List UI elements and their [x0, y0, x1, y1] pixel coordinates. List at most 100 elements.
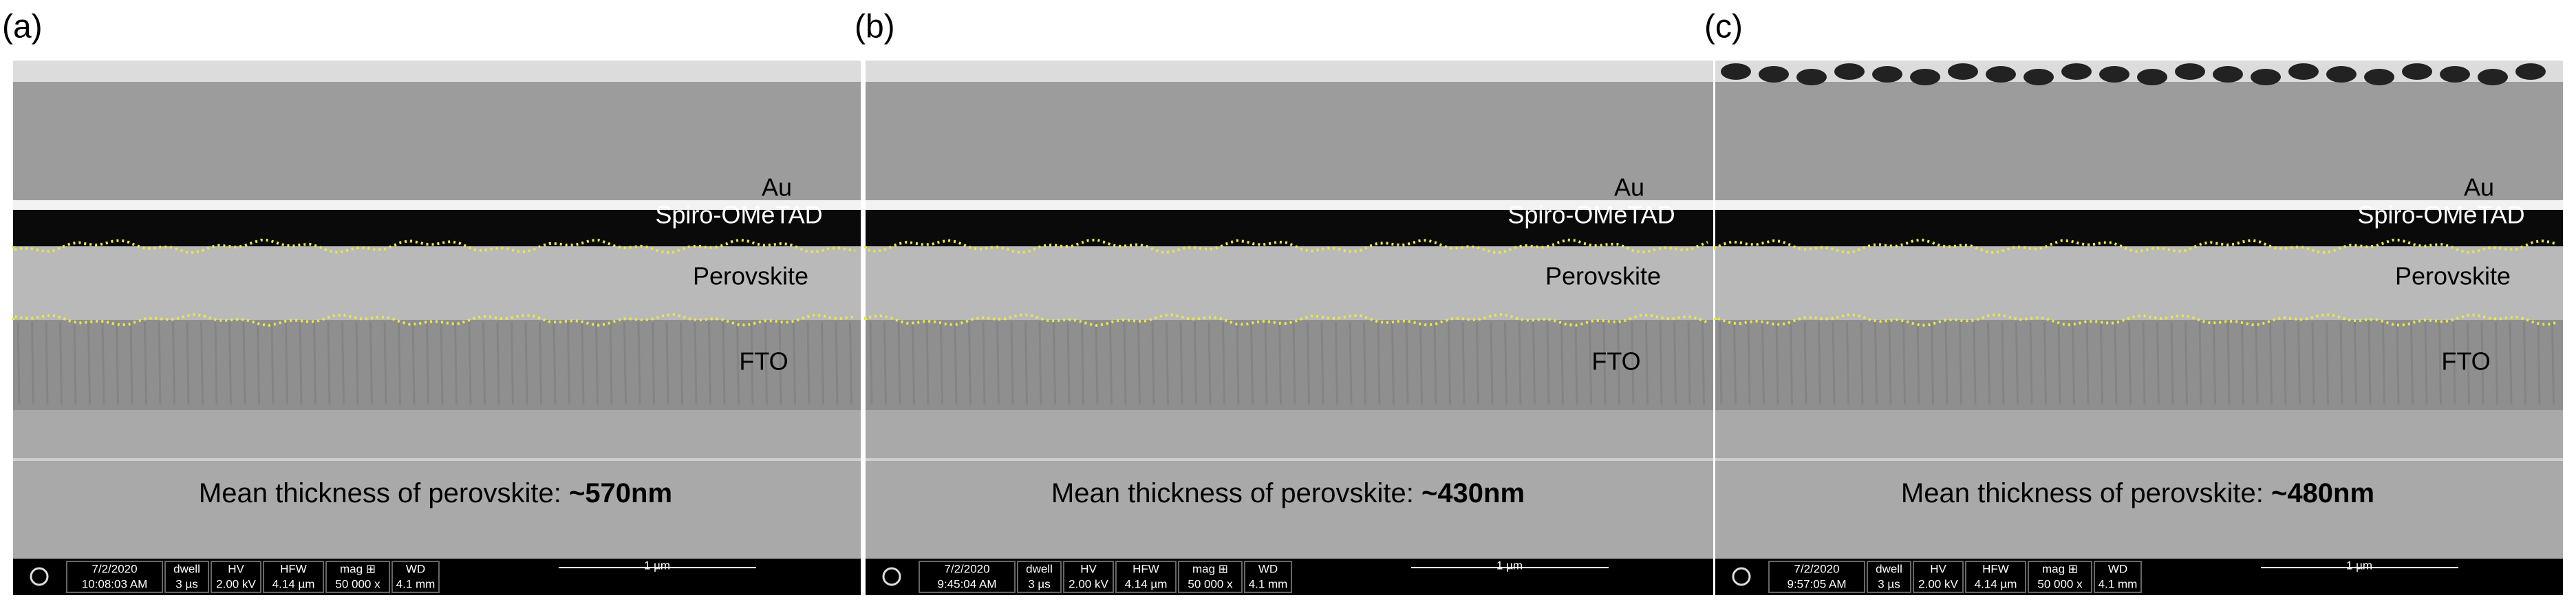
fto-texture — [2424, 321, 2428, 405]
fto-texture — [968, 321, 972, 405]
caption: Mean thickness of perovskite: ~430nm — [1051, 478, 1525, 508]
fto-texture — [242, 321, 246, 405]
fto-texture — [623, 321, 627, 405]
fto-texture — [1931, 321, 1934, 405]
fto-texture — [869, 321, 873, 405]
fto-texture — [665, 321, 669, 405]
info-top: dwell — [1876, 562, 1902, 575]
fto-texture — [1419, 321, 1423, 405]
fto-texture — [849, 321, 852, 405]
pore — [2402, 63, 2432, 80]
fto-texture — [2128, 321, 2132, 405]
fto-texture — [87, 321, 91, 405]
fto-texture — [1860, 321, 1864, 405]
info-bar — [866, 559, 1713, 595]
caption: Mean thickness of perovskite: ~570nm — [199, 478, 672, 508]
fto-texture — [2438, 321, 2442, 405]
info-cell — [391, 561, 440, 593]
fto-texture — [2509, 321, 2513, 405]
info-bottom: 10:08:03 AM — [82, 577, 147, 590]
pore — [2099, 66, 2129, 83]
fto-texture — [1846, 321, 1849, 405]
fto-texture — [341, 321, 345, 405]
pore — [2251, 69, 2281, 85]
fto-texture — [440, 321, 444, 405]
fto-texture — [129, 321, 133, 405]
fto-texture — [1987, 321, 1990, 405]
info-cell — [1178, 561, 1243, 593]
fto-texture — [1589, 321, 1592, 405]
fto-texture — [1747, 321, 1751, 405]
pore — [2364, 69, 2394, 85]
fto-texture — [722, 321, 726, 405]
panel-label: (c) — [1704, 9, 1743, 45]
fto-texture — [1292, 321, 1296, 405]
layer-label: Spiro-OMeTAD — [2357, 201, 2524, 229]
info-cell — [164, 561, 209, 593]
fto-texture — [1973, 321, 1977, 405]
info-cell — [1244, 561, 1292, 593]
fto-texture — [2198, 321, 2202, 405]
info-bottom: 4.1 mm — [1249, 577, 1288, 590]
fto-texture — [1320, 321, 1324, 405]
layer-label: FTO — [2441, 347, 2490, 376]
layer — [13, 320, 861, 410]
layer — [866, 61, 1713, 82]
fto-texture — [2452, 321, 2456, 405]
scale-label: 1 µm — [2346, 559, 2372, 572]
thickness: ~430nm — [1421, 478, 1525, 508]
pore — [2175, 63, 2205, 80]
fto-texture — [299, 321, 303, 405]
layer-label: FTO — [739, 347, 788, 376]
layer-label: Spiro-OMeTAD — [1507, 201, 1675, 229]
layer-label: Spiro-OMeTAD — [655, 201, 822, 229]
fto-texture — [1631, 321, 1635, 405]
dotted-boundary — [1714, 238, 2558, 255]
fto-texture — [1461, 321, 1466, 405]
fto-texture — [1818, 321, 1821, 405]
fto-texture — [398, 321, 401, 405]
thickness: ~480nm — [2271, 478, 2374, 508]
info-bottom: 50 000 x — [1188, 577, 1233, 590]
fto-texture — [228, 321, 232, 405]
caption-text: Mean thickness of perovskite: — [1901, 478, 2271, 508]
logo — [882, 567, 901, 586]
fto-texture — [144, 321, 147, 405]
info-bottom: 4.1 mm — [2099, 577, 2138, 590]
logo — [1732, 567, 1751, 586]
info-cell — [66, 561, 163, 593]
fto-texture — [1179, 321, 1183, 405]
fto-texture — [925, 321, 930, 405]
fto-texture — [1504, 321, 1507, 405]
fto-texture — [468, 321, 472, 405]
layer — [1715, 320, 2563, 410]
layer — [13, 61, 861, 82]
info-top: 7/2/2020 — [1794, 562, 1839, 575]
info-cell — [263, 561, 324, 593]
panel-label: (b) — [855, 9, 895, 45]
info-bottom: 3 µs — [1878, 577, 1900, 590]
fto-texture — [2170, 321, 2174, 405]
fto-texture — [1944, 321, 1949, 405]
fto-texture — [511, 321, 514, 405]
fto-texture — [1278, 321, 1282, 405]
fto-texture — [45, 321, 49, 405]
layer — [1715, 410, 2563, 559]
fto-texture — [1349, 321, 1353, 405]
fto-texture — [1916, 321, 1920, 405]
fto-texture — [539, 321, 542, 405]
fto-texture — [1109, 321, 1113, 405]
layer — [13, 200, 861, 210]
pore — [2024, 69, 2054, 85]
info-top: HV — [1930, 562, 1946, 575]
fto-texture — [2114, 321, 2118, 405]
fto-texture — [2495, 321, 2498, 405]
fto-texture — [2226, 321, 2231, 405]
pore — [2061, 63, 2092, 80]
scale-label: 1 µm — [1496, 559, 1523, 572]
scale-label: 1 µm — [644, 559, 670, 572]
fto-texture — [609, 321, 613, 405]
fto-texture — [1166, 321, 1169, 405]
